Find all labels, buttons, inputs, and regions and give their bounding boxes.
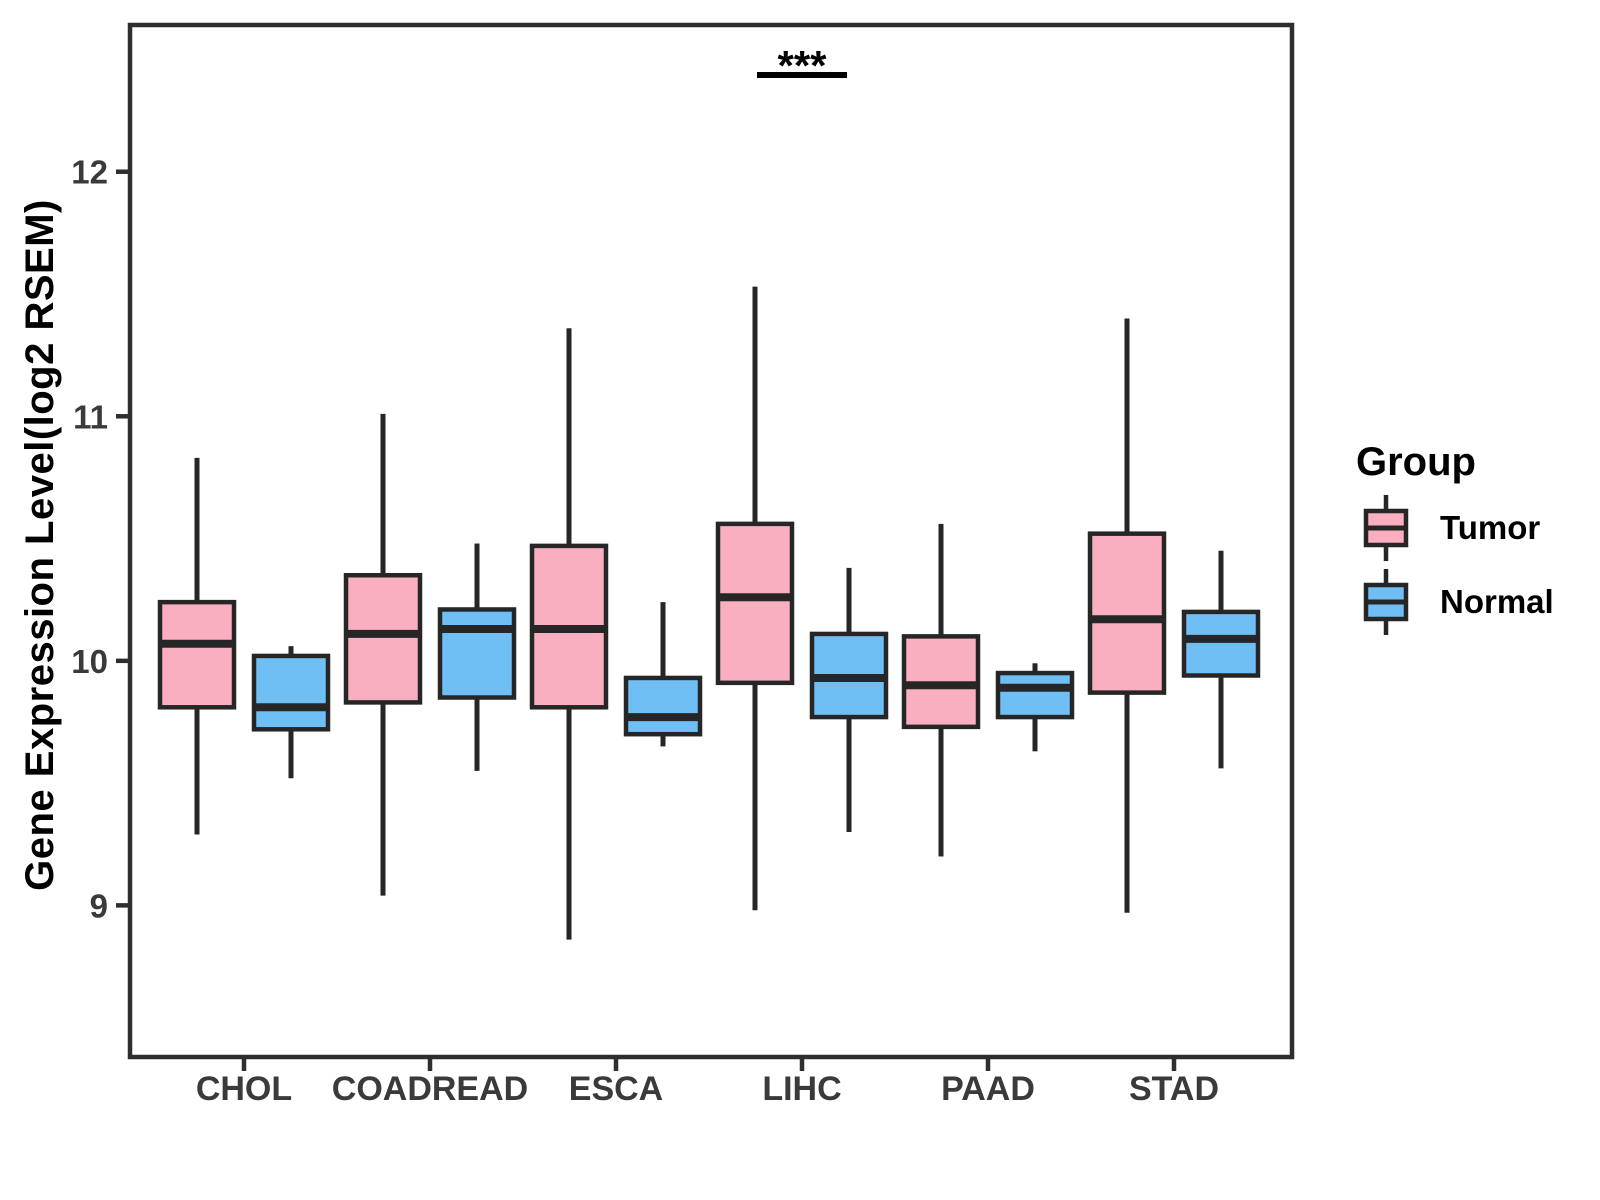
x-tick-label: PAAD: [941, 1070, 1035, 1108]
box-CHOL-Normal: [251, 653, 331, 732]
x-tick-label: ESCA: [569, 1070, 663, 1108]
legend-title: Group: [1356, 440, 1476, 484]
x-tick-label: CHOL: [196, 1070, 292, 1108]
y-axis-title: Gene Expression Level(log2 RSEM): [18, 199, 62, 891]
y-tick-label: 9: [90, 887, 108, 924]
box-STAD-Normal: [1181, 609, 1261, 678]
x-tick-label: COADREAD: [332, 1070, 528, 1108]
significance-underline: [757, 72, 847, 78]
box-STAD-Tumor: [1087, 531, 1167, 695]
y-tick-label: 11: [73, 398, 108, 435]
plot-panel: [127, 22, 1295, 1060]
box-COADREAD-Tumor: [343, 572, 423, 705]
box-LIHC-Tumor: [715, 521, 795, 686]
normal-boxplot-swatch-icon: [1363, 569, 1409, 635]
legend-item-label: Normal: [1440, 583, 1554, 620]
legend-item-tumor: Tumor: [1362, 491, 1554, 565]
x-tick-label: LIHC: [762, 1070, 841, 1108]
significance-stars: ***: [777, 42, 827, 89]
box-PAAD-Normal: [995, 670, 1075, 720]
box-CHOL-Tumor: [157, 599, 237, 710]
y-tick-label: 10: [71, 643, 108, 680]
box-ESCA-Normal: [623, 675, 703, 737]
legend: Group Tumor Normal: [1340, 440, 1554, 639]
legend-item-label: Tumor: [1440, 509, 1541, 546]
y-tick-label: 12: [71, 154, 108, 191]
box-COADREAD-Normal: [437, 607, 517, 700]
tumor-boxplot-swatch-icon: [1363, 495, 1409, 561]
legend-item-normal: Normal: [1362, 565, 1554, 639]
x-tick-label: STAD: [1129, 1070, 1219, 1108]
